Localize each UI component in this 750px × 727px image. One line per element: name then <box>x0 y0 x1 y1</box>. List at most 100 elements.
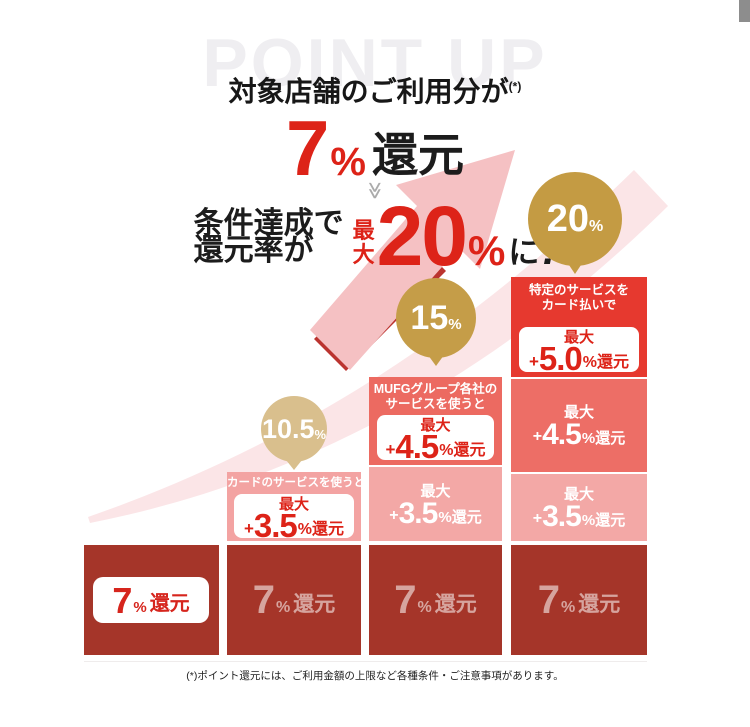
max-rate-percent-sign: % <box>468 227 506 275</box>
plus-sign: + <box>389 506 399 524</box>
rate-unit: 還元 <box>453 441 486 459</box>
badge-percent-sign: % <box>589 217 604 235</box>
column1-rate-card: 7 % 還元 <box>93 577 209 623</box>
max-label: 最大 <box>563 404 594 421</box>
column2-callout-card-services: カードのサービスを使うと 最大 + 3.5 % 還元 <box>227 472 365 544</box>
percent-sign: % <box>582 353 598 371</box>
rate-unit: 還元 <box>312 520 345 538</box>
percent-sign: % <box>297 520 313 538</box>
percent-sign: % <box>417 598 432 616</box>
badge-pointer-tail <box>428 355 444 366</box>
scrollbar-thumb[interactable] <box>739 0 750 22</box>
base-rate-line: 7 % 還元 <box>0 104 750 193</box>
base-rate-label: 7 % 還元 <box>369 545 502 655</box>
callout-header: カードのサービスを使うと <box>227 477 365 489</box>
condition-line-2: 還元率が <box>193 234 314 267</box>
bonus-number: 3.5 <box>398 496 439 530</box>
bonus-rate-value: + 4.5 % 還元 <box>377 428 494 465</box>
base-rate-number: 7 <box>394 578 417 622</box>
base-rate-number: 7 <box>537 578 560 622</box>
condition-text: 条件達成で 還元率が <box>193 209 344 267</box>
pink-arrow-shape <box>310 150 515 370</box>
max-rate-line: 条件達成で 還元率が 最大 20 % に ! <box>0 188 750 283</box>
percent-sign: % <box>133 598 147 616</box>
column2-base-tier: 7 % 還元 <box>227 545 361 655</box>
percent-sign: % <box>439 441 454 459</box>
callout-header-line-1: 特定のサービスを <box>528 283 629 297</box>
rate-unit: 還元 <box>595 512 626 529</box>
base-rate-percent-sign: % <box>330 139 366 184</box>
rate-badge-10-5-percent: 10.5 % <box>261 396 327 470</box>
column4-tier-plus-3-5: 最大 + 3.5 % 還元 <box>511 474 647 541</box>
rate-unit: 還元 <box>578 593 621 617</box>
callout-header-line-2: カード払いで <box>541 298 617 312</box>
bonus-rate-value: + 4.5 % 還元 <box>532 418 626 451</box>
percent-sign: % <box>561 598 576 616</box>
rate-unit: 還元 <box>451 508 482 526</box>
bonus-rate-value: + 3.5 % 還元 <box>532 500 626 533</box>
base-rate-number: 7 <box>286 104 330 193</box>
max-label: 最大 <box>420 417 451 434</box>
plus-sign: + <box>532 428 543 445</box>
badge-number: 10.5 <box>261 413 315 444</box>
footnote-marker: (*) <box>508 79 522 94</box>
badge-pointer-tail <box>286 460 302 470</box>
column4-base-tier: 7 % 還元 <box>511 545 647 655</box>
plus-sign: + <box>532 510 543 527</box>
callout-header-line-2: サービスを使うと <box>385 397 486 411</box>
headline-eligible-stores: 対象店舗のご利用分が(*) <box>0 70 750 110</box>
percent-sign: % <box>276 598 291 616</box>
bonus-rate-value: + 3.5 % 還元 <box>234 507 354 544</box>
column1-base-tier: 7 % 還元 <box>84 545 219 655</box>
plus-sign: + <box>528 351 539 371</box>
bonus-rate-value: + 5.0 % 還元 <box>519 340 639 377</box>
rate-unit: 還元 <box>293 593 336 617</box>
chevron-down-icon: ≫ <box>365 181 385 200</box>
percent-sign: % <box>438 508 452 526</box>
max-label-vertical: 最大 <box>352 218 375 267</box>
headline-text: 対象店舗のご利用分が <box>228 76 509 107</box>
badge-number: 20 <box>546 197 590 240</box>
badge-pointer-tail <box>567 262 583 274</box>
footnote-text: (*)ポイント還元には、ご利用金額の上限など各種条件・ご注意事項があります。 <box>186 670 564 682</box>
rate-badge-15-percent: 15 % <box>396 278 476 366</box>
column3-tier-plus-3-5: 最大 + 3.5 % 還元 <box>369 467 502 541</box>
base-rate-number: 7 <box>112 580 133 621</box>
rate-badge-20-percent: 20 % <box>528 172 622 274</box>
max-label: 最大 <box>420 482 451 500</box>
bonus-rate-value: + 3.5 % 還元 <box>389 496 482 530</box>
base-rate-unit: 還元 <box>371 129 464 182</box>
rate-unit: 還元 <box>434 593 477 617</box>
column4-callout-specific-services: 特定のサービスを カード払いで 最大 + 5.0 % 還元 <box>511 277 647 377</box>
base-rate-label: 7 % 還元 <box>511 545 647 655</box>
bonus-number: 4.5 <box>395 428 439 465</box>
bonus-number: 4.5 <box>542 418 582 451</box>
callout-rate-card: 最大 + 3.5 % 還元 <box>234 494 354 544</box>
max-rate-number: 20 <box>376 188 468 283</box>
rate-unit: 還元 <box>149 593 190 615</box>
column3-base-tier: 7 % 還元 <box>369 545 502 655</box>
callout-rate-card: 最大 + 4.5 % 還元 <box>377 415 494 465</box>
badge-number: 15 <box>410 298 449 337</box>
base-rate-number: 7 <box>252 578 275 622</box>
badge-percent-sign: % <box>314 426 327 442</box>
bonus-number: 3.5 <box>542 500 582 533</box>
plus-sign: + <box>243 518 254 538</box>
divider-line <box>84 661 647 662</box>
column4-tier-plus-4-5: 最大 + 4.5 % 還元 <box>511 379 647 472</box>
rate-unit: 還元 <box>595 430 626 447</box>
base-rate-label: 7 % 還元 <box>227 545 361 655</box>
max-label: 最大 <box>563 329 594 346</box>
column3-callout-mufg-services: MUFGグループ各社の サービスを使うと 最大 + 4.5 % 還元 <box>369 377 502 465</box>
bonus-number: 5.0 <box>538 340 583 377</box>
max-label: 最大 <box>278 496 309 513</box>
percent-sign: % <box>581 512 596 529</box>
percent-sign: % <box>581 430 596 447</box>
plus-sign: + <box>385 439 396 459</box>
rate-unit: 還元 <box>597 353 630 371</box>
callout-rate-card: 最大 + 5.0 % 還元 <box>519 327 639 377</box>
watermark-text: POINT UP <box>202 25 548 101</box>
badge-percent-sign: % <box>448 316 462 333</box>
bonus-number: 3.5 <box>253 507 298 544</box>
